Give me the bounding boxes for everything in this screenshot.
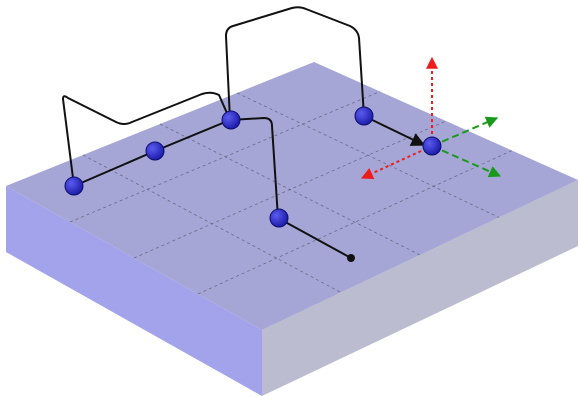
slab-front-face <box>6 186 262 396</box>
grid-line-a-3 <box>236 92 500 218</box>
grid-line-b-2 <box>133 120 447 259</box>
node-4 <box>269 208 289 228</box>
path-segment-to-end <box>277 217 352 259</box>
axis-green-arrow-2 <box>431 145 502 178</box>
path-nodes <box>64 106 442 228</box>
axis-green-arrow-1 <box>431 116 499 147</box>
grid-lines <box>69 91 513 295</box>
node-6 <box>422 136 442 156</box>
path-wire <box>62 6 426 259</box>
node-3 <box>221 110 241 130</box>
path-segment-left-loop <box>62 91 231 187</box>
node-5 <box>354 106 374 126</box>
path-segment-to-target <box>363 115 426 146</box>
node-2 <box>145 141 165 161</box>
slab-right-face <box>262 180 578 396</box>
path-segment-drop <box>229 117 279 219</box>
path-segment-tall-loop <box>225 6 365 121</box>
coordinate-axes <box>360 56 502 179</box>
path-end-point <box>347 254 355 262</box>
node-1 <box>64 176 84 196</box>
axis-back-arrow <box>360 145 433 179</box>
slab-top-face <box>6 62 578 330</box>
